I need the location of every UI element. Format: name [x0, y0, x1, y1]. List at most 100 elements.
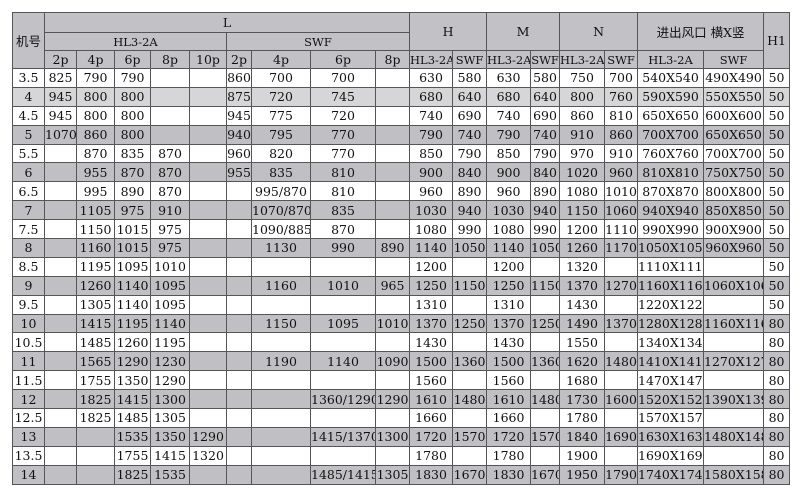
- value-cell: 775: [251, 105, 311, 126]
- value-cell: 1430: [409, 332, 454, 353]
- value-cell: 840: [530, 162, 561, 183]
- value-cell: [226, 275, 252, 296]
- value-cell: 690: [452, 105, 488, 126]
- value-cell: 1825: [114, 464, 151, 485]
- value-cell: 1290: [150, 370, 190, 391]
- value-cell: 1390X1390: [703, 389, 765, 410]
- value-cell: 995/870: [251, 181, 311, 202]
- value-cell: 875: [226, 86, 252, 107]
- value-cell: 1490: [559, 313, 606, 334]
- model-cell: 6: [12, 162, 45, 183]
- value-cell: 740: [452, 124, 488, 145]
- header-swf-8p: 8p: [374, 50, 411, 69]
- model-cell: 5.5: [12, 143, 45, 164]
- value-cell: [374, 219, 411, 240]
- value-cell: 860: [76, 124, 115, 145]
- value-cell: 1550: [559, 332, 606, 353]
- value-cell: [150, 105, 190, 126]
- value-cell: 50: [763, 256, 791, 277]
- value-cell: [226, 294, 252, 315]
- value-cell: 740: [486, 105, 532, 126]
- value-cell: [703, 370, 765, 391]
- value-cell: 1340X1340: [637, 332, 705, 353]
- value-cell: [189, 294, 227, 315]
- value-cell: [189, 408, 227, 428]
- table-row: 5 1070 860 800 940 795 770 790 740 790 740 910 860 70…: [12, 124, 791, 145]
- value-cell: 1780: [559, 408, 606, 428]
- value-cell: 1095: [150, 294, 190, 315]
- value-cell: 1310: [409, 294, 454, 315]
- value-cell: 1670: [452, 464, 488, 485]
- value-cell: [452, 445, 488, 466]
- value-cell: 1535: [150, 464, 190, 485]
- value-cell: 1900: [559, 445, 606, 466]
- table-row: 4.5 945 800 800 945 775 720 740 690 740 690 860 810 6…: [12, 105, 791, 126]
- value-cell: 1755: [76, 370, 115, 391]
- value-cell: [189, 351, 227, 372]
- header-N-swf: SWF: [604, 50, 639, 69]
- value-cell: [703, 294, 765, 315]
- value-cell: 1690: [604, 426, 639, 447]
- value-cell: 1305: [76, 294, 115, 315]
- value-cell: 1050X1050: [637, 238, 705, 258]
- value-cell: 1060: [604, 200, 639, 221]
- value-cell: 640: [530, 86, 561, 107]
- value-cell: 1430: [559, 294, 606, 315]
- value-cell: 600X600: [703, 105, 765, 126]
- value-cell: 1140: [486, 238, 532, 258]
- value-cell: [44, 464, 77, 485]
- value-cell: 50: [763, 124, 791, 145]
- value-cell: 650X650: [703, 124, 765, 145]
- value-cell: 820: [251, 143, 311, 164]
- value-cell: 800: [76, 86, 115, 107]
- value-cell: 770: [310, 143, 376, 164]
- table-row: 11.5 1755 1350 1290 1560 1560 1680 1470X1470 80: [12, 370, 791, 391]
- value-cell: 810: [310, 181, 376, 202]
- value-cell: 825: [44, 68, 77, 88]
- header-M-hl: HL3-2A: [486, 50, 532, 69]
- value-cell: 1305: [374, 464, 411, 485]
- value-cell: 740: [409, 105, 454, 126]
- value-cell: 1720: [409, 426, 454, 447]
- value-cell: 1160: [76, 238, 115, 258]
- value-cell: 1350: [114, 370, 151, 391]
- value-cell: [251, 408, 311, 428]
- header-hl-10p: 10p: [189, 50, 227, 69]
- value-cell: 1320: [189, 445, 227, 466]
- value-cell: 1050: [530, 238, 561, 258]
- value-cell: 700: [310, 68, 376, 88]
- model-cell: 7: [12, 200, 45, 221]
- value-cell: 80: [763, 332, 791, 353]
- value-cell: 1010: [374, 313, 411, 334]
- model-cell: 11.5: [12, 370, 45, 391]
- value-cell: [530, 294, 561, 315]
- value-cell: 860: [226, 68, 252, 88]
- value-cell: [604, 370, 639, 391]
- value-cell: [189, 275, 227, 296]
- value-cell: [44, 370, 77, 391]
- value-cell: 1110X1110: [637, 256, 705, 277]
- value-cell: 945: [44, 105, 77, 126]
- value-cell: 80: [763, 445, 791, 466]
- value-cell: 810: [310, 162, 376, 183]
- value-cell: [44, 294, 77, 315]
- value-cell: 1630X1630: [637, 426, 705, 447]
- model-cell: 7.5: [12, 219, 45, 240]
- header-N: N: [559, 12, 639, 51]
- value-cell: 1105: [76, 200, 115, 221]
- value-cell: 50: [763, 68, 791, 88]
- value-cell: [310, 370, 376, 391]
- value-cell: [374, 181, 411, 202]
- value-cell: 955: [76, 162, 115, 183]
- value-cell: [44, 256, 77, 277]
- value-cell: 1090/885: [251, 219, 311, 240]
- value-cell: [226, 408, 252, 428]
- value-cell: 1560: [486, 370, 532, 391]
- table-row: 9.5 1305 1140 1095 1310 1310 1430 1220X1220 50: [12, 294, 791, 315]
- value-cell: 1140: [114, 275, 151, 296]
- header-swf-6p: 6p: [310, 50, 376, 69]
- value-cell: [604, 256, 639, 277]
- value-cell: 1090: [374, 351, 411, 372]
- value-cell: 1195: [150, 332, 190, 353]
